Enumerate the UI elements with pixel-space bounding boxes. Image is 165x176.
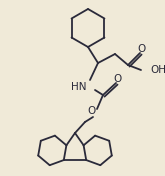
Text: OH: OH [150, 65, 165, 75]
Text: O: O [138, 44, 146, 54]
Text: HN: HN [71, 82, 87, 92]
Text: O: O [87, 106, 95, 116]
Text: O: O [114, 74, 122, 84]
